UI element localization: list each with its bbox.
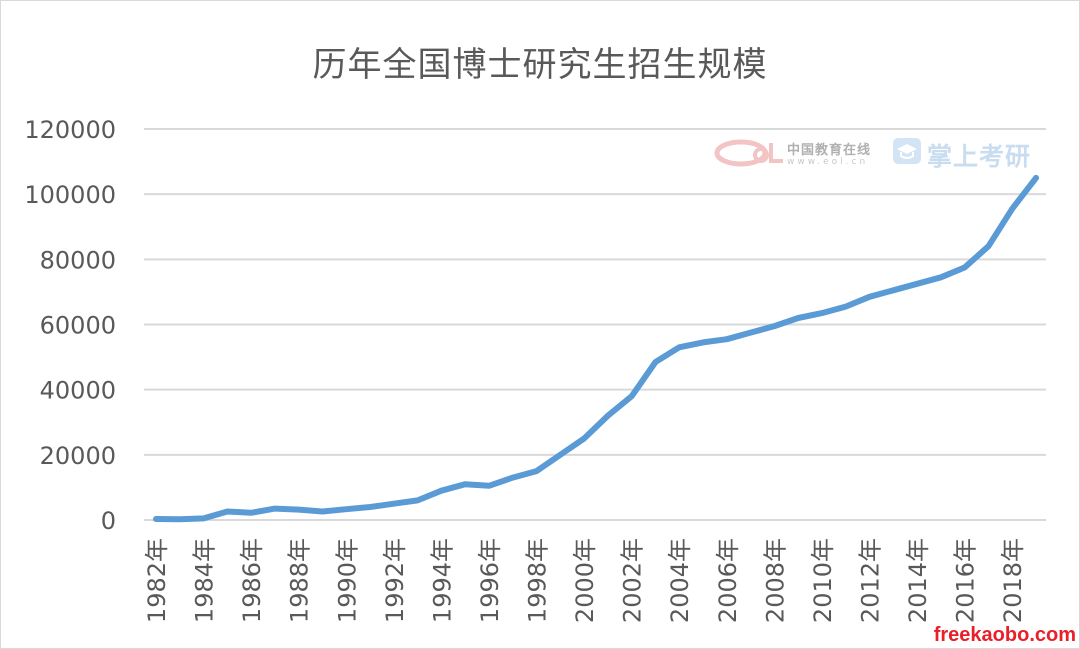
data-point	[345, 508, 347, 510]
x-tick-label: 2018年	[999, 538, 1027, 623]
data-point	[702, 341, 704, 343]
data-point	[773, 325, 775, 327]
data-point	[250, 512, 252, 514]
data-point	[869, 296, 871, 298]
y-tick-label: 100000	[24, 181, 116, 209]
data-point	[440, 490, 442, 492]
x-tick-label: 1994年	[428, 538, 456, 623]
x-tick-label: 1982年	[143, 538, 171, 623]
y-tick-label: 0	[101, 507, 116, 535]
eol-brand-watermark: 中国教育在线	[787, 143, 872, 158]
x-tick-label: 2000年	[571, 538, 599, 623]
chart-title: 历年全国博士研究生招生规模	[312, 45, 768, 85]
data-point	[607, 415, 609, 417]
data-point	[488, 485, 490, 487]
x-tick-label: 2016年	[952, 538, 980, 623]
y-axis-ticks: 0 20000 40000 60000 80000 100000 120000	[24, 116, 116, 535]
site-watermark: freekaobo.com	[933, 624, 1076, 646]
data-point	[964, 266, 966, 268]
data-point	[298, 509, 300, 511]
x-tick-label: 2012年	[857, 538, 885, 623]
data-point	[226, 511, 228, 513]
data-point	[369, 506, 371, 508]
x-tick-label: 2010年	[809, 538, 837, 623]
app-name-watermark: 掌上考研	[927, 142, 1032, 171]
x-tick-label: 2014年	[904, 538, 932, 623]
grid-lines	[144, 128, 1046, 521]
y-tick-label: 120000	[24, 116, 116, 144]
data-point	[464, 483, 466, 485]
y-tick-label: 60000	[40, 312, 116, 340]
data-point	[987, 245, 989, 247]
data-point	[1035, 177, 1037, 179]
data-point	[583, 438, 585, 440]
y-tick-label: 40000	[40, 377, 116, 405]
data-point	[512, 477, 514, 479]
x-tick-label: 2002年	[619, 538, 647, 623]
data-point	[821, 312, 823, 314]
graduation-cap-icon	[893, 138, 921, 164]
y-tick-label: 20000	[40, 442, 116, 470]
x-tick-label: 1996年	[476, 538, 504, 623]
data-point	[203, 517, 205, 519]
x-tick-label: 1984年	[191, 538, 219, 623]
data-point	[797, 317, 799, 319]
series-layer	[153, 174, 1039, 523]
x-tick-label: 2004年	[666, 538, 694, 623]
data-point	[155, 518, 157, 520]
data-point	[631, 395, 633, 397]
x-tick-label: 2008年	[761, 538, 789, 623]
data-point	[274, 508, 276, 510]
x-tick-label: 1990年	[333, 538, 361, 623]
x-tick-label: 1992年	[381, 538, 409, 623]
x-tick-label: 1986年	[238, 538, 266, 623]
data-point	[393, 503, 395, 505]
data-point	[179, 518, 181, 520]
x-tick-label: 2006年	[714, 538, 742, 623]
data-point	[726, 338, 728, 340]
data-point	[678, 346, 680, 348]
data-point	[892, 289, 894, 291]
x-axis-ticks: 1982年 1984年 1986年 1988年 1990年 1992年 1994年 1996年…	[143, 538, 1027, 623]
eol-url-watermark: www.eol.cn	[787, 157, 869, 167]
data-point	[940, 276, 942, 278]
data-point	[1011, 208, 1013, 210]
data-point	[417, 499, 419, 501]
data-point	[916, 283, 918, 285]
data-point	[536, 470, 538, 472]
x-tick-label: 1988年	[286, 538, 314, 623]
data-point	[750, 332, 752, 334]
x-tick-label: 1998年	[524, 538, 552, 623]
series-line	[153, 174, 1039, 523]
data-point	[321, 511, 323, 513]
eol-logo-watermark	[714, 139, 783, 167]
data-point	[654, 361, 656, 363]
data-point	[559, 454, 561, 456]
data-point	[845, 306, 847, 308]
y-tick-label: 80000	[40, 246, 116, 274]
